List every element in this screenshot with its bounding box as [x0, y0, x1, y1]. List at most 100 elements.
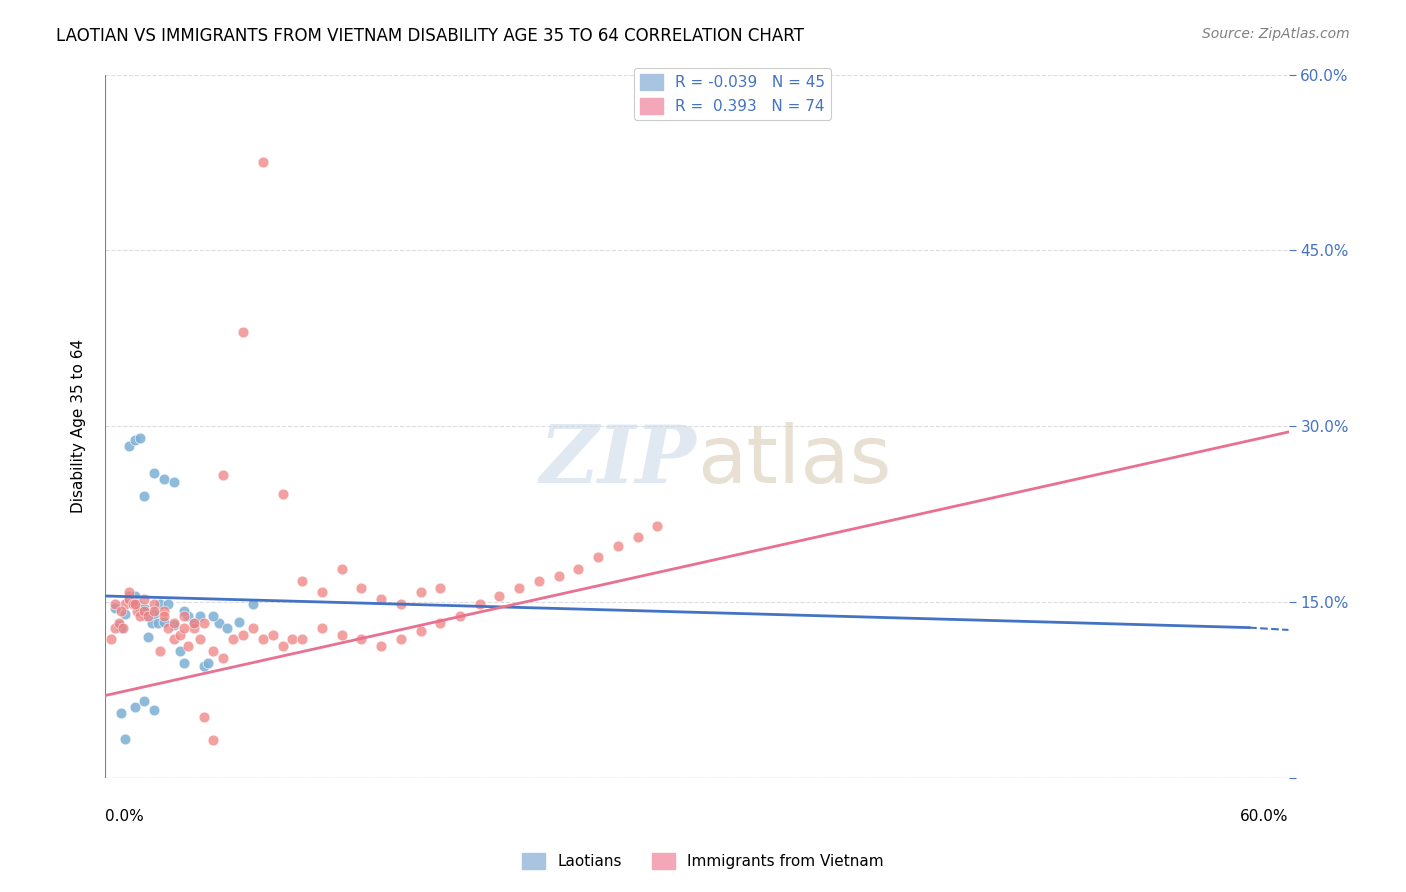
- Point: [118, 589, 141, 603]
- Point: [153, 608, 176, 623]
- Point: [271, 487, 294, 501]
- Point: [148, 615, 170, 630]
- Point: [311, 585, 333, 599]
- Point: [114, 731, 136, 746]
- Point: [488, 589, 510, 603]
- Point: [110, 706, 132, 720]
- Point: [153, 615, 176, 629]
- Point: [118, 585, 141, 599]
- Legend: R = -0.039   N = 45, R =  0.393   N = 74: R = -0.039 N = 45, R = 0.393 N = 74: [634, 68, 831, 120]
- Point: [252, 155, 274, 169]
- Point: [232, 627, 254, 641]
- Point: [183, 615, 205, 630]
- Point: [188, 632, 211, 647]
- Point: [645, 518, 668, 533]
- Point: [330, 562, 353, 576]
- Point: [143, 607, 166, 621]
- Point: [183, 621, 205, 635]
- Point: [129, 431, 152, 445]
- Point: [131, 604, 153, 618]
- Point: [409, 585, 432, 599]
- Point: [567, 562, 589, 576]
- Point: [134, 604, 156, 618]
- Point: [121, 597, 143, 611]
- Point: [149, 597, 172, 611]
- Point: [129, 608, 152, 623]
- Point: [177, 640, 200, 654]
- Text: 60.0%: 60.0%: [1240, 809, 1288, 824]
- Point: [169, 644, 191, 658]
- Point: [468, 597, 491, 611]
- Point: [217, 621, 239, 635]
- Point: [232, 326, 254, 340]
- Text: LAOTIAN VS IMMIGRANTS FROM VIETNAM DISABILITY AGE 35 TO 64 CORRELATION CHART: LAOTIAN VS IMMIGRANTS FROM VIETNAM DISAB…: [56, 27, 804, 45]
- Point: [330, 627, 353, 641]
- Point: [370, 592, 392, 607]
- Point: [125, 597, 148, 611]
- Point: [143, 466, 166, 480]
- Point: [111, 621, 134, 635]
- Point: [153, 604, 176, 618]
- Point: [134, 694, 156, 708]
- Point: [222, 632, 245, 647]
- Point: [157, 621, 180, 635]
- Point: [508, 581, 530, 595]
- Point: [281, 632, 304, 647]
- Point: [110, 621, 132, 635]
- Point: [163, 618, 186, 632]
- Point: [124, 433, 146, 447]
- Point: [173, 604, 195, 618]
- Text: 0.0%: 0.0%: [105, 809, 143, 824]
- Point: [228, 615, 250, 629]
- Point: [107, 618, 129, 632]
- Point: [350, 581, 373, 595]
- Point: [252, 632, 274, 647]
- Point: [173, 621, 195, 635]
- Point: [163, 475, 186, 490]
- Point: [188, 608, 211, 623]
- Point: [202, 733, 225, 747]
- Point: [586, 550, 609, 565]
- Point: [311, 621, 333, 635]
- Point: [193, 709, 215, 723]
- Point: [107, 615, 129, 630]
- Point: [124, 597, 146, 611]
- Point: [409, 624, 432, 639]
- Point: [104, 621, 127, 635]
- Point: [626, 530, 648, 544]
- Point: [125, 604, 148, 618]
- Point: [153, 472, 176, 486]
- Point: [193, 659, 215, 673]
- Point: [169, 627, 191, 641]
- Text: atlas: atlas: [697, 422, 891, 500]
- Point: [449, 608, 471, 623]
- Point: [135, 608, 157, 623]
- Point: [212, 468, 235, 483]
- Point: [134, 592, 156, 607]
- Point: [143, 703, 166, 717]
- Point: [389, 632, 412, 647]
- Point: [606, 539, 628, 553]
- Point: [104, 597, 127, 611]
- Point: [114, 607, 136, 621]
- Point: [173, 656, 195, 670]
- Text: Source: ZipAtlas.com: Source: ZipAtlas.com: [1202, 27, 1350, 41]
- Point: [271, 640, 294, 654]
- Point: [547, 569, 569, 583]
- Point: [157, 597, 180, 611]
- Point: [138, 630, 160, 644]
- Point: [124, 589, 146, 603]
- Point: [197, 656, 219, 670]
- Point: [202, 608, 225, 623]
- Point: [141, 615, 163, 630]
- Point: [242, 597, 264, 611]
- Point: [429, 615, 451, 630]
- Point: [118, 439, 141, 453]
- Point: [121, 595, 143, 609]
- Point: [143, 604, 166, 618]
- Point: [118, 592, 141, 607]
- Point: [149, 644, 172, 658]
- Point: [429, 581, 451, 595]
- Point: [100, 632, 122, 647]
- Point: [110, 604, 132, 618]
